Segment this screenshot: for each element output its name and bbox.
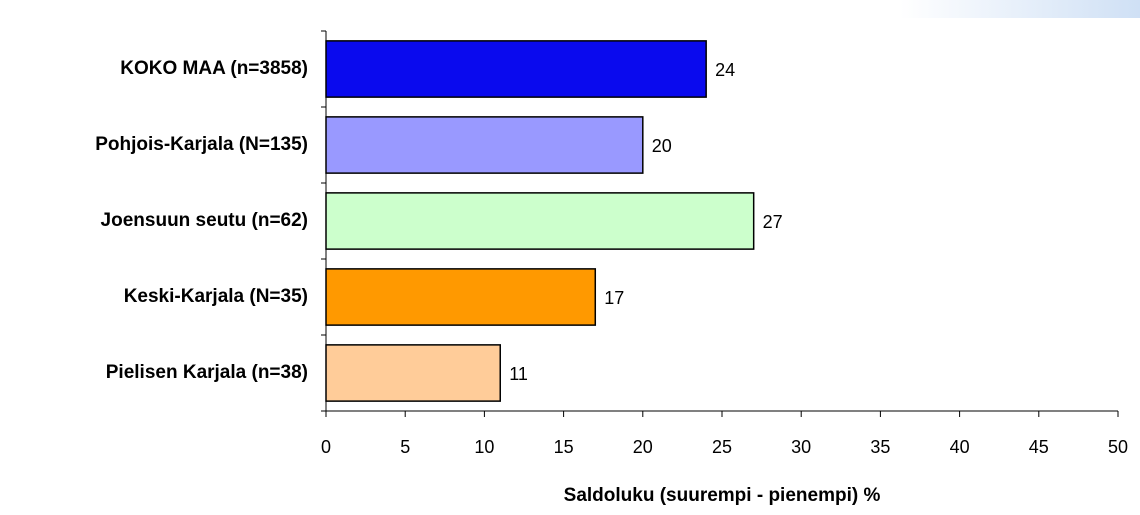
x-tick-label: 0	[321, 437, 331, 457]
x-tick-label: 25	[712, 437, 732, 457]
bar	[325, 40, 707, 98]
x-tick-label: 50	[1108, 437, 1128, 457]
x-tick-label: 35	[870, 437, 890, 457]
x-tick-label: 30	[791, 437, 811, 457]
value-label: 20	[652, 136, 672, 156]
category-label: KOKO MAA (n=3858)	[120, 58, 308, 79]
value-label: 17	[604, 288, 624, 308]
category-label: Pielisen Karjala (n=38)	[106, 362, 308, 383]
x-tick-label: 45	[1029, 437, 1049, 457]
bar	[325, 192, 755, 250]
value-label: 27	[763, 212, 783, 232]
corner-decoration	[900, 0, 1140, 18]
x-axis-label: Saldoluku (suurempi - pienempi) %	[564, 485, 881, 506]
x-tick-label: 20	[633, 437, 653, 457]
x-tick-label: 5	[400, 437, 410, 457]
category-label: Pohjois-Karjala (N=135)	[95, 134, 308, 155]
value-label: 24	[715, 60, 735, 80]
bar	[325, 268, 597, 326]
value-label: 11	[509, 364, 528, 384]
x-tick-label: 10	[474, 437, 494, 457]
bar	[325, 344, 501, 402]
category-label: Joensuun seutu (n=62)	[101, 210, 308, 231]
x-tick-label: 15	[554, 437, 574, 457]
x-tick-label: 40	[950, 437, 970, 457]
bar	[325, 116, 644, 174]
category-label: Keski-Karjala (N=35)	[124, 286, 308, 307]
